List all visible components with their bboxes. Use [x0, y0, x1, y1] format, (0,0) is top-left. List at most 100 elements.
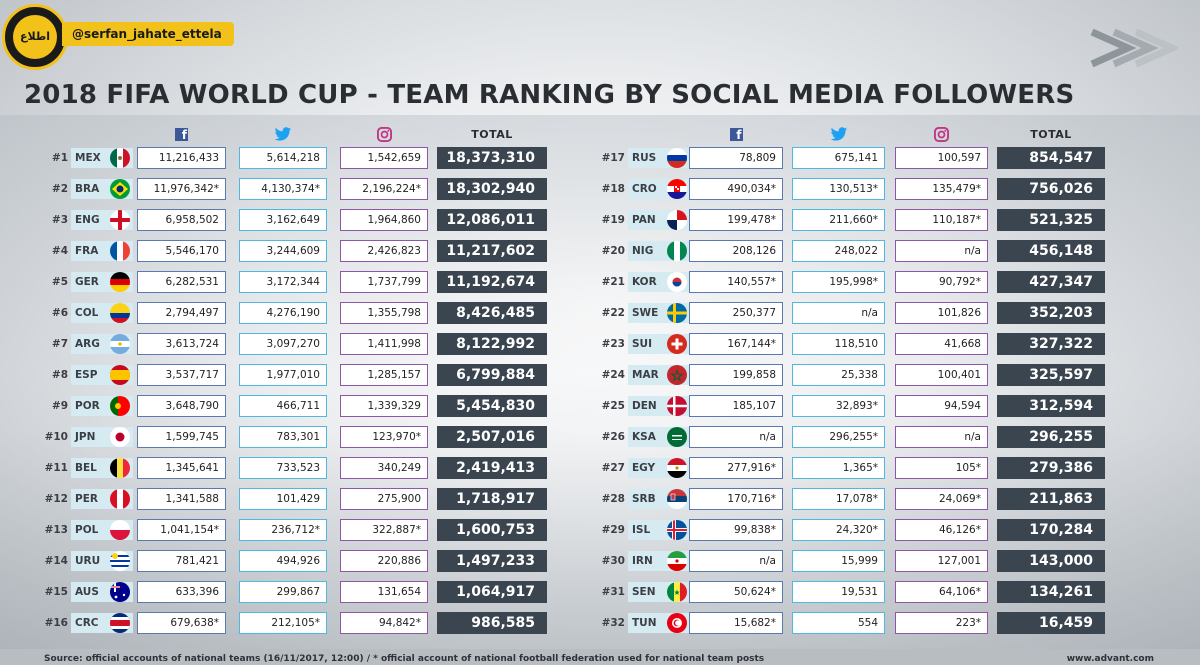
instagram-icon: [934, 126, 949, 142]
table-row: #6 COL 2,794,497 4,276,190 1,355,798 8,426,48…: [0, 302, 1200, 324]
instagram-column-header: [895, 124, 988, 144]
twitter-value: 5,614,218: [239, 147, 327, 169]
table-row: #14 URU 781,421 494,926 220,886 1,497,233: [0, 550, 1200, 572]
flag-kor-icon: [667, 272, 687, 292]
flag-uru-icon: [110, 551, 130, 571]
table-row: #22 SWE 250,377 n/a 101,826 352,203: [0, 302, 1200, 324]
rank-label: #16: [44, 617, 68, 629]
table-row: #10 JPN 1,599,745 783,301 123,970* 2,507,016: [0, 426, 1200, 448]
team-code: KSA: [632, 431, 656, 443]
flag-por-icon: [110, 396, 130, 416]
flag-ger-icon: [110, 272, 130, 292]
team-cell: RUS: [628, 148, 690, 168]
instagram-value: n/a: [895, 426, 988, 448]
rank-label: #11: [44, 462, 68, 474]
flag-sen-icon: [667, 582, 687, 602]
twitter-value: 296,255*: [792, 426, 885, 448]
total-value: 756,026: [997, 178, 1105, 200]
total-value: 18,373,310: [437, 147, 547, 169]
twitter-value: 4,130,374*: [239, 178, 327, 200]
rank-label: #1: [51, 152, 68, 164]
rank-label: #14: [44, 555, 68, 567]
table-row: #16 CRC 679,638* 212,105* 94,842* 986,585: [0, 612, 1200, 634]
instagram-value: 127,001: [895, 550, 988, 572]
page-title: 2018 FIFA WORLD CUP - TEAM RANKING BY SO…: [24, 80, 1075, 110]
team-code: IRN: [632, 555, 653, 567]
twitter-column-header: [239, 124, 327, 144]
instagram-value: 100,597: [895, 147, 988, 169]
rank-label: #2: [51, 183, 68, 195]
team-code: SWE: [632, 307, 659, 319]
team-code: BEL: [75, 462, 97, 474]
facebook-icon: f: [175, 127, 188, 142]
team-code: SEN: [632, 586, 656, 598]
team-cell: KOR: [628, 272, 690, 292]
twitter-value: 130,513*: [792, 178, 885, 200]
footer-url[interactable]: www.advant.com: [1066, 654, 1154, 664]
team-cell: MAR: [628, 365, 690, 385]
instagram-column-header: [340, 124, 428, 144]
team-code: CRC: [75, 617, 99, 629]
rank-label: #13: [44, 524, 68, 536]
brand-chevron-icon: [1090, 28, 1178, 68]
team-code: PER: [75, 493, 98, 505]
total-value: 18,302,940: [437, 178, 547, 200]
flag-col-icon: [110, 303, 130, 323]
footer: Source: official accounts of national te…: [0, 649, 1200, 665]
flag-aus-icon: [110, 582, 130, 602]
flag-isl-icon: [667, 520, 687, 540]
flag-srb-icon: [667, 489, 687, 509]
team-code: POR: [75, 400, 100, 412]
instagram-value: 101,826: [895, 302, 988, 324]
team-cell: CRO: [628, 179, 690, 199]
total-column-header: TOTAL: [1030, 127, 1072, 141]
flag-cro-icon: [667, 179, 687, 199]
rank-label: #9: [51, 400, 68, 412]
facebook-value: 199,858: [689, 364, 783, 386]
rank-label: #8: [51, 369, 68, 381]
team-code: BRA: [75, 183, 100, 195]
twitter-value: 554: [792, 612, 885, 634]
facebook-value: 99,838*: [689, 519, 783, 541]
instagram-value: 100,401: [895, 364, 988, 386]
instagram-value: 131,654: [340, 581, 428, 603]
twitter-value: 3,244,609: [239, 240, 327, 262]
twitter-value: 118,510: [792, 333, 885, 355]
flag-ksa-icon: [667, 427, 687, 447]
rank-label: #26: [601, 431, 625, 443]
twitter-value: 19,531: [792, 581, 885, 603]
twitter-value: 4,276,190: [239, 302, 327, 324]
flag-tun-icon: [667, 613, 687, 633]
total-value: 211,863: [997, 488, 1105, 510]
rank-label: #7: [51, 338, 68, 350]
rank-label: #29: [601, 524, 625, 536]
facebook-value: 208,126: [689, 240, 783, 262]
twitter-icon: [830, 126, 847, 141]
rank-label: #12: [44, 493, 68, 505]
instagram-value: 64,106*: [895, 581, 988, 603]
team-cell: EGY: [628, 458, 690, 478]
instagram-value: 220,886: [340, 550, 428, 572]
twitter-value: 24,320*: [792, 519, 885, 541]
team-code: MAR: [632, 369, 659, 381]
total-value: 327,322: [997, 333, 1105, 355]
watermark-logo-text: اطلاع: [13, 15, 57, 59]
facebook-value: 3,648,790: [137, 395, 226, 417]
instagram-value: 1,339,329: [340, 395, 428, 417]
instagram-value: 41,668: [895, 333, 988, 355]
facebook-value: 490,034*: [689, 178, 783, 200]
total-value: 134,261: [997, 581, 1105, 603]
twitter-icon: [274, 126, 292, 141]
instagram-value: 322,887*: [340, 519, 428, 541]
team-code: KOR: [632, 276, 657, 288]
table-row: #4 FRA 5,546,170 3,244,609 2,426,823 11,217,6…: [0, 240, 1200, 262]
team-code: NIG: [632, 245, 654, 257]
team-code: FRA: [75, 245, 99, 257]
facebook-value: n/a: [689, 426, 783, 448]
watermark-handle: @serfan_jahate_ettela: [62, 22, 234, 46]
flag-mex-icon: [110, 148, 130, 168]
total-value: 854,547: [997, 147, 1105, 169]
team-cell: CRC: [71, 613, 133, 633]
instagram-value: n/a: [895, 240, 988, 262]
